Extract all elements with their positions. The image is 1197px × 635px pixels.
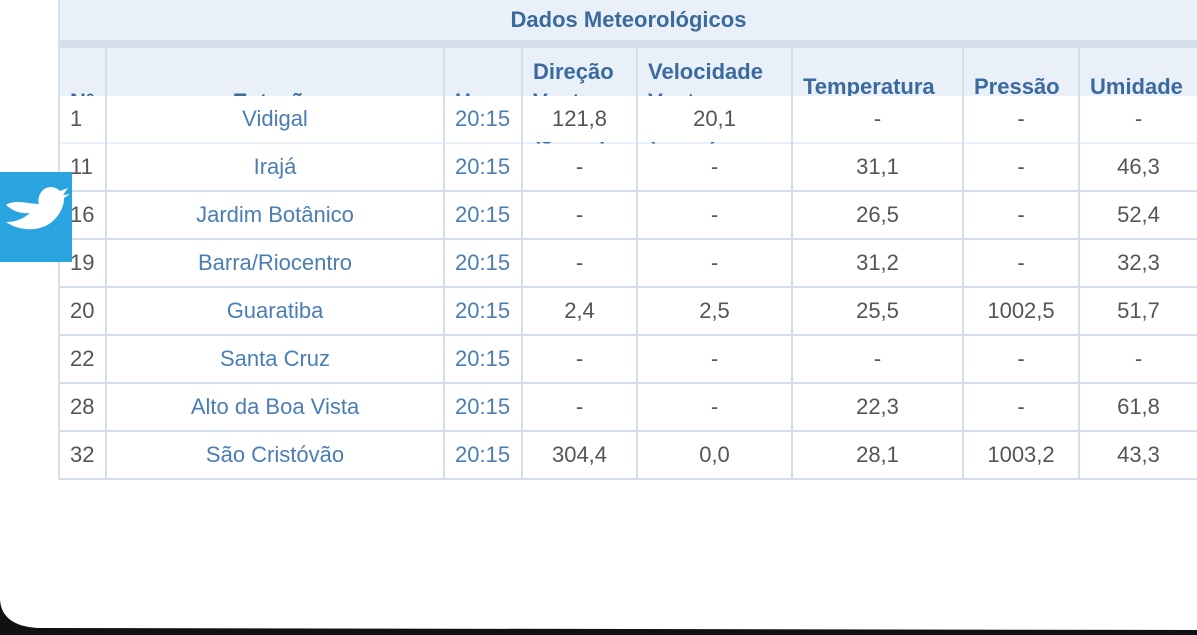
table-cell: 0,0	[638, 432, 791, 478]
table-cell: -	[523, 240, 636, 286]
table-cell: 26,5	[793, 192, 962, 238]
table-title: Dados Meteorológicos	[60, 0, 1197, 40]
table-cell: -	[964, 96, 1078, 142]
table-cell: -	[523, 192, 636, 238]
table-cell: -	[638, 384, 791, 430]
table-cell: 43,3	[1080, 432, 1197, 478]
table-cell: 25,5	[793, 288, 962, 334]
time-link: 20:15	[445, 96, 521, 142]
table-cell: 1	[60, 96, 105, 142]
table-cell: -	[638, 192, 791, 238]
table-cell: 31,2	[793, 240, 962, 286]
table-cell: -	[638, 240, 791, 286]
device-edge	[0, 600, 1197, 635]
table-cell: 121,8	[523, 96, 636, 142]
table-cell: 1003,2	[964, 432, 1078, 478]
table-cell: 32	[60, 432, 105, 478]
station-link[interactable]: Vidigal	[107, 96, 443, 142]
table-cell: -	[523, 144, 636, 190]
table-cell: -	[793, 336, 962, 382]
table-cell: 31,1	[793, 144, 962, 190]
time-link: 20:15	[445, 288, 521, 334]
table-cell: 304,4	[523, 432, 636, 478]
station-link[interactable]: Irajá	[107, 144, 443, 190]
table-cell: 20	[60, 288, 105, 334]
table-cell: 2,5	[638, 288, 791, 334]
table-cell: -	[523, 336, 636, 382]
table-cell: -	[1080, 336, 1197, 382]
time-link: 20:15	[445, 192, 521, 238]
table-cell: 46,3	[1080, 144, 1197, 190]
table-cell: 32,3	[1080, 240, 1197, 286]
twitter-bird	[6, 187, 70, 230]
time-link: 20:15	[445, 336, 521, 382]
table-cell: 22	[60, 336, 105, 382]
table-cell: 51,7	[1080, 288, 1197, 334]
table-cell: 20,1	[638, 96, 791, 142]
time-link: 20:15	[445, 432, 521, 478]
table-cell: -	[964, 240, 1078, 286]
station-link[interactable]: São Cristóvão	[107, 432, 443, 478]
table-cell: -	[638, 144, 791, 190]
table-cell: 61,8	[1080, 384, 1197, 430]
table-cell: 22,3	[793, 384, 962, 430]
table-cell: -	[523, 384, 636, 430]
station-link[interactable]: Guaratiba	[107, 288, 443, 334]
table-cell: 1002,5	[964, 288, 1078, 334]
table-cell: -	[964, 384, 1078, 430]
table-cell: -	[964, 144, 1078, 190]
table-cell: -	[964, 192, 1078, 238]
station-link[interactable]: Jardim Botânico	[107, 192, 443, 238]
table-cell: 2,4	[523, 288, 636, 334]
time-link: 20:15	[445, 384, 521, 430]
station-link[interactable]: Barra/Riocentro	[107, 240, 443, 286]
time-link: 20:15	[445, 144, 521, 190]
weather-table: Dados MeteorológicosN°EstaçãoHoraDireção…	[58, 0, 1197, 480]
table-cell: -	[793, 96, 962, 142]
time-link: 20:15	[445, 240, 521, 286]
table-cell: 28	[60, 384, 105, 430]
table-cell: 28,1	[793, 432, 962, 478]
table-cell: 52,4	[1080, 192, 1197, 238]
table-cell: -	[638, 336, 791, 382]
station-link[interactable]: Santa Cruz	[107, 336, 443, 382]
table-cell: -	[1080, 96, 1197, 142]
station-link[interactable]: Alto da Boa Vista	[107, 384, 443, 430]
table-cell: -	[964, 336, 1078, 382]
